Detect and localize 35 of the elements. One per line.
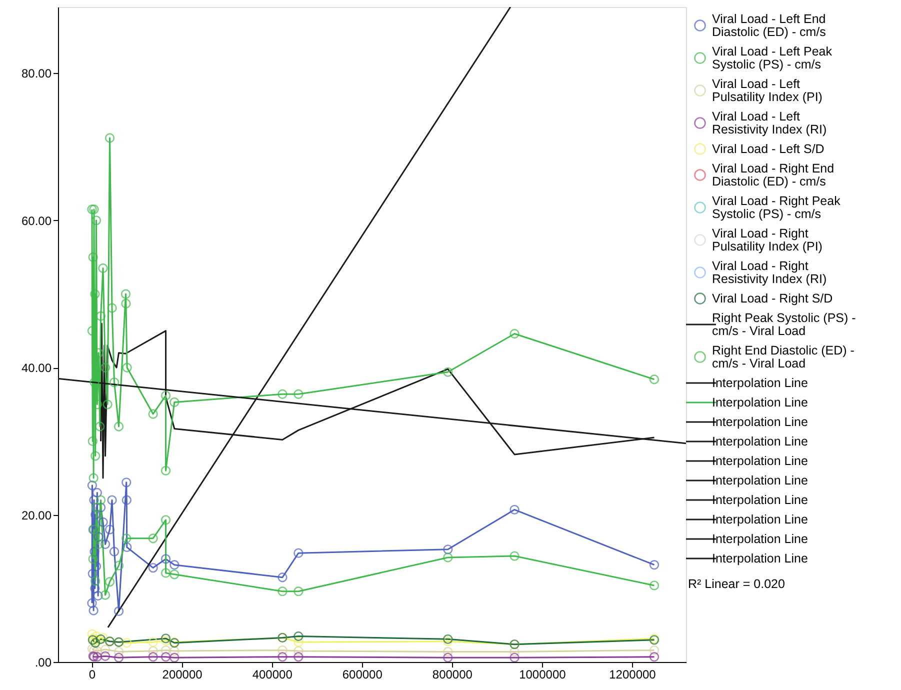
legend-label: Interpolation Line <box>712 376 808 390</box>
legend-label: Interpolation Line <box>712 415 808 429</box>
legend-label: Viral Load - Left Peak Systolic (PS) - cm/s <box>712 44 833 72</box>
legend-label: Viral Load - Right End Diastolic (ED) - cm/s <box>712 162 834 188</box>
legend-label: Viral Load - Left S/D <box>712 142 824 156</box>
x-tick-label: 0 <box>88 668 96 682</box>
legend-label: Interpolation Line <box>712 493 808 507</box>
y-tick-label: 40.00 <box>21 361 52 376</box>
y-tick-label: 60.00 <box>21 214 52 228</box>
legend-label: Interpolation Line <box>712 454 808 468</box>
x-tick-label: 800000 <box>432 668 473 682</box>
legend-label: Viral Load - Right Resistivity Index (RI) <box>712 259 827 286</box>
legend-label: Right Peak Systolic (PS) - cm/s - Viral Load <box>712 311 856 338</box>
text: R² Linear = 0.020 <box>688 577 785 591</box>
legend-label: Interpolation Line <box>712 474 808 488</box>
x-tick-label: 200000 <box>162 668 203 682</box>
legend-label: Interpolation Line <box>712 512 808 526</box>
legend-label: Interpolation Line <box>712 396 808 410</box>
legend-label: Interpolation Line <box>712 552 808 566</box>
x-tick-label: 1000000 <box>519 668 566 682</box>
legend-label: Viral Load - Right Peak Systolic (PS) - cm/s <box>712 194 842 221</box>
x-tick-label: 400000 <box>252 668 293 682</box>
y-tick-label: 20.00 <box>21 508 52 522</box>
legend-label: Interpolation Line <box>712 532 808 546</box>
legend-label: Interpolation Line <box>712 434 808 448</box>
legend-label: Viral Load - Right S/D <box>712 292 833 306</box>
legend-label: Viral Load - Left End Diastolic (ED) - cm/s <box>712 12 826 39</box>
legend-label: Right End Diastolic (ED) - cm/s - Viral Load <box>712 344 854 370</box>
y-tick-label: 80.00 <box>21 66 52 81</box>
y-tick-label: .00 <box>34 656 52 670</box>
legend-label: Viral Load - Left Pulsatility Index (PI) <box>712 77 822 104</box>
legend-label: Viral Load - Left Resistivity Index (RI) <box>712 110 827 136</box>
legend-label: Viral Load - Right Pulsatility Index (PI) <box>712 226 822 254</box>
x-tick-label: 1200000 <box>609 668 656 682</box>
x-tick-label: 600000 <box>342 668 383 682</box>
